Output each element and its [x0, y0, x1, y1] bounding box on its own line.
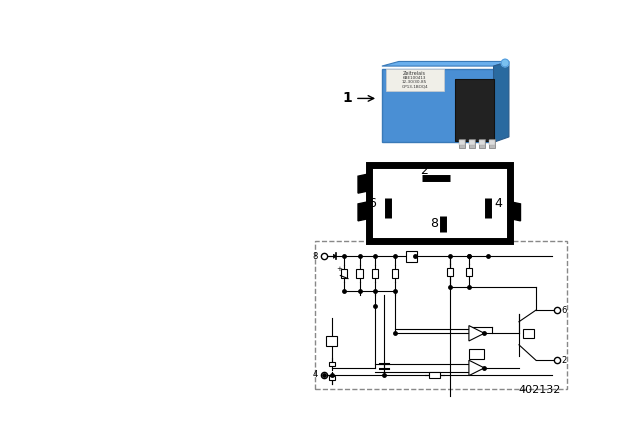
- Bar: [315, 241, 568, 389]
- Text: 12-30/30-85: 12-30/30-85: [402, 80, 428, 84]
- Bar: [469, 349, 484, 359]
- Text: 402132: 402132: [518, 385, 561, 395]
- Bar: [329, 362, 335, 366]
- Bar: [341, 269, 348, 278]
- Bar: [523, 329, 534, 338]
- Text: 1: 1: [343, 91, 353, 105]
- Bar: [455, 79, 493, 141]
- Bar: [479, 140, 485, 145]
- Circle shape: [501, 59, 509, 67]
- Bar: [469, 140, 475, 145]
- Text: 8: 8: [312, 252, 318, 261]
- Polygon shape: [358, 202, 369, 221]
- Bar: [459, 139, 465, 148]
- FancyBboxPatch shape: [382, 69, 493, 142]
- Bar: [489, 139, 495, 148]
- Text: 6BE100413: 6BE100413: [403, 76, 426, 80]
- Polygon shape: [493, 61, 509, 142]
- Polygon shape: [333, 254, 337, 258]
- Bar: [406, 251, 417, 262]
- Text: Zeitrelais: Zeitrelais: [403, 70, 426, 76]
- Bar: [369, 165, 509, 241]
- Bar: [372, 269, 378, 278]
- Bar: [466, 268, 472, 276]
- Polygon shape: [358, 174, 369, 193]
- Bar: [479, 139, 485, 148]
- Bar: [489, 140, 495, 145]
- Polygon shape: [382, 61, 509, 66]
- Bar: [326, 336, 337, 346]
- Bar: [459, 140, 465, 145]
- Text: 6: 6: [561, 306, 566, 314]
- Text: 6: 6: [368, 197, 376, 210]
- Bar: [447, 268, 452, 276]
- Text: GP13-1BOQ4: GP13-1BOQ4: [401, 85, 428, 89]
- Text: 8: 8: [431, 217, 438, 230]
- Bar: [386, 69, 444, 91]
- Bar: [469, 139, 475, 148]
- Bar: [429, 372, 440, 378]
- Text: +: +: [336, 267, 342, 272]
- Polygon shape: [509, 202, 520, 221]
- Bar: [329, 375, 335, 380]
- Polygon shape: [469, 326, 484, 341]
- Text: 2: 2: [420, 164, 428, 177]
- Text: 2: 2: [561, 356, 566, 365]
- Bar: [392, 269, 398, 278]
- Text: 4: 4: [313, 370, 318, 379]
- Polygon shape: [469, 360, 484, 375]
- Bar: [356, 269, 363, 278]
- Text: 4: 4: [494, 197, 502, 210]
